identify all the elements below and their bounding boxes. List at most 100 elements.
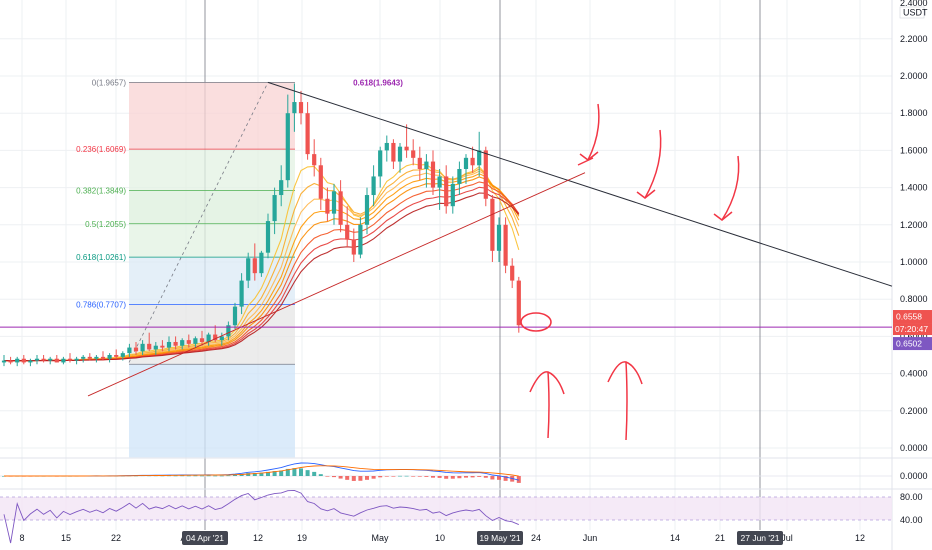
macd-histogram-bar bbox=[378, 476, 383, 478]
candlestick-series bbox=[1, 83, 521, 367]
fib-level-label: 0.236(1.6069) bbox=[76, 145, 126, 154]
candle-body bbox=[272, 195, 277, 222]
macd-histogram-bar bbox=[490, 476, 495, 480]
macd-histogram-bar bbox=[464, 476, 468, 478]
arrow-down-icon bbox=[644, 129, 662, 199]
candle-body bbox=[397, 146, 403, 162]
last-price-tag bbox=[893, 310, 932, 324]
candle-body bbox=[384, 142, 389, 151]
candle-body bbox=[430, 161, 436, 188]
price-tick-label: 0.2000 bbox=[900, 406, 928, 416]
fib-zone bbox=[129, 257, 295, 305]
price-tick-label: 2.4000 bbox=[900, 0, 928, 8]
time-tick-label: 12 bbox=[253, 533, 263, 543]
candle-body bbox=[298, 102, 304, 114]
time-tick-label: 15 bbox=[61, 533, 71, 543]
candle-body bbox=[120, 353, 125, 357]
candle-body bbox=[444, 176, 449, 207]
macd-histogram-bar bbox=[371, 476, 376, 479]
descending-trendline bbox=[267, 81, 893, 287]
macd-histogram-bar bbox=[285, 468, 290, 476]
axes: 2.2000 2.0000 1.8000 1.6000 1.4000 1.2000 1.00… bbox=[19, 0, 932, 545]
ascending-support-line bbox=[87, 172, 586, 397]
candle-body bbox=[8, 360, 13, 363]
candle-body bbox=[41, 358, 46, 361]
candle-body bbox=[483, 150, 488, 199]
macd-histogram-bar bbox=[424, 476, 429, 477]
macd-histogram-bar bbox=[345, 476, 350, 480]
macd-histogram-bar bbox=[266, 471, 270, 476]
date-tag bbox=[477, 531, 523, 545]
macd-histogram-bar bbox=[497, 476, 501, 480]
candle-body bbox=[160, 345, 165, 348]
time-tick-label: 10 bbox=[435, 533, 445, 543]
macd-histogram-bar bbox=[305, 470, 310, 476]
countdown-tag bbox=[893, 323, 932, 336]
macd-histogram-bar bbox=[417, 476, 422, 477]
macd-histogram-bar bbox=[444, 476, 449, 479]
candle-body bbox=[496, 224, 502, 251]
arrow-up-head bbox=[607, 361, 643, 385]
time-tick-label: 22 bbox=[111, 533, 121, 543]
candle-body bbox=[74, 358, 79, 361]
time-tick-label: 14 bbox=[670, 533, 680, 543]
macd-histogram-bar bbox=[483, 476, 488, 478]
fib-zone bbox=[129, 364, 295, 458]
arrow-down-icon bbox=[587, 103, 600, 161]
arrow-down-head bbox=[713, 211, 733, 221]
level-price-value: 0.6502 bbox=[896, 339, 922, 349]
macd-signal-line bbox=[4, 465, 519, 477]
candle-body bbox=[173, 341, 178, 346]
candle-body bbox=[371, 176, 376, 196]
candle-body bbox=[166, 341, 172, 348]
candle-body bbox=[338, 191, 343, 225]
candle-body bbox=[516, 280, 521, 326]
candle-body bbox=[312, 154, 317, 166]
candle-body bbox=[503, 224, 508, 266]
arrow-down-head bbox=[636, 189, 656, 199]
candle-body bbox=[147, 343, 152, 350]
candle-body bbox=[404, 146, 409, 151]
macd-histogram-bar bbox=[318, 474, 323, 476]
price-tick-label: 1.0000 bbox=[900, 257, 928, 267]
candle-body bbox=[450, 183, 455, 207]
time-tick-label: Jul bbox=[781, 533, 793, 543]
fib-level-label: 0.382(1.3849) bbox=[76, 186, 126, 195]
date-tag bbox=[737, 531, 783, 545]
macd-histogram-bar bbox=[365, 476, 369, 480]
candle-body bbox=[510, 265, 515, 281]
candle-body bbox=[21, 358, 26, 363]
candle-body bbox=[358, 224, 363, 255]
candle-body bbox=[331, 191, 337, 214]
candle-body bbox=[61, 358, 66, 363]
macd-histogram-bar bbox=[226, 475, 231, 477]
candle-body bbox=[186, 340, 191, 344]
rsi-line bbox=[3, 489, 519, 544]
time-tick-label: 21 bbox=[715, 533, 725, 543]
rsi-tick-label: 40.00 bbox=[900, 515, 923, 525]
macd-histogram-bar bbox=[292, 468, 297, 476]
price-tick-label: 1.4000 bbox=[900, 183, 928, 193]
candle-body bbox=[378, 150, 383, 177]
fib-level-label: 0.786(0.7707) bbox=[76, 301, 126, 310]
candle-body bbox=[232, 306, 238, 326]
macd-histogram-bar bbox=[272, 471, 277, 476]
macd-histogram-bar bbox=[312, 471, 317, 476]
candle-body bbox=[153, 345, 158, 350]
macd-histogram-bar bbox=[457, 476, 462, 479]
user-drawings[interactable] bbox=[0, 81, 893, 441]
unit-badge bbox=[899, 6, 925, 19]
date-tag-label: 04 Apr '21 bbox=[186, 533, 224, 543]
price-tick-label: 0.0000 bbox=[900, 443, 928, 453]
fib-zone bbox=[129, 82, 295, 150]
macd-histogram-bar bbox=[180, 475, 185, 477]
macd-histogram-bar bbox=[477, 476, 482, 477]
price-tick-label: 2.2000 bbox=[900, 34, 928, 44]
candle-body bbox=[279, 180, 284, 196]
date-tag-label: 27 Jun '21 bbox=[741, 533, 780, 543]
candle-body bbox=[463, 157, 469, 169]
price-tick-label: 2.0000 bbox=[900, 71, 928, 81]
candle-body bbox=[133, 347, 139, 352]
candle-body bbox=[199, 338, 205, 342]
